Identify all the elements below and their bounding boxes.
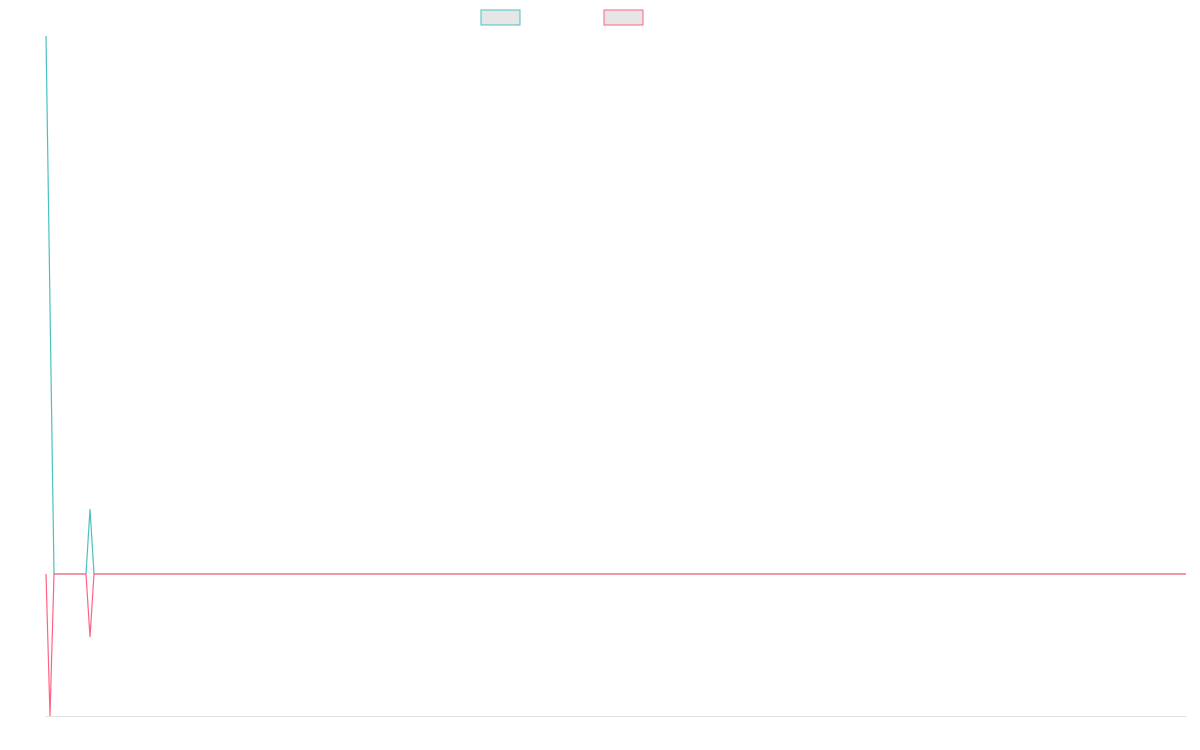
legend-swatch <box>603 9 644 26</box>
legend-swatch <box>480 9 521 26</box>
series-line <box>45 573 1186 717</box>
series-line <box>45 35 1186 575</box>
